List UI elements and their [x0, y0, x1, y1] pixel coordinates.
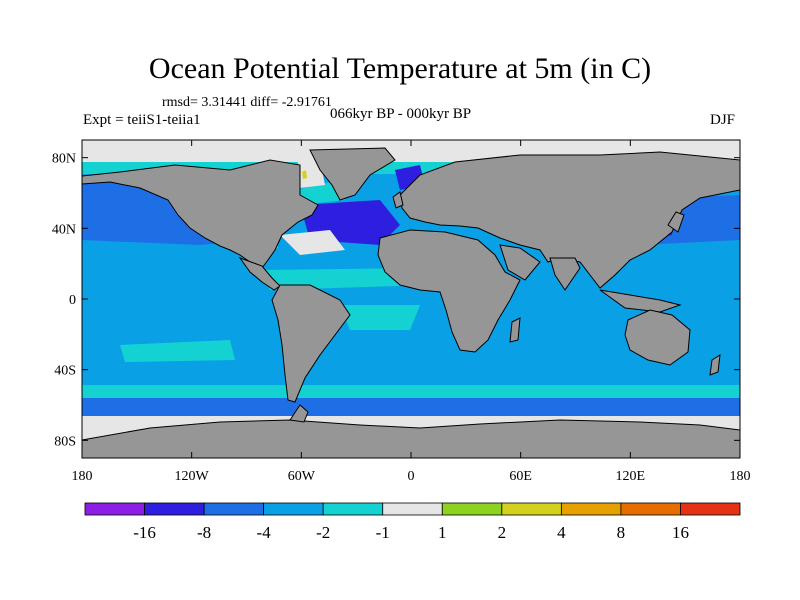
x-tick-label: 120W [175, 469, 210, 484]
land-eurasia [399, 151, 740, 289]
baffin-warm-spot [302, 170, 307, 179]
colorbar: -16 -8 -4 -2 -1 1 2 4 8 16 [84, 502, 741, 542]
y-tick-label: 40S [54, 364, 76, 379]
y-axis: 80N 40N 0 40S 80S [52, 152, 740, 449]
x-axis: 180 120W 60W 0 60E 120E 180 [72, 140, 751, 484]
land-masses [82, 147, 740, 458]
north-atlantic-neutral-patch [280, 230, 345, 255]
y-tick-label: 40N [52, 222, 76, 237]
land-australia [624, 309, 691, 366]
southern-ocean-band [82, 385, 740, 398]
colorbar-segment [560, 502, 622, 516]
land-antarctica [82, 419, 740, 458]
statistics-label: rmsd= 3.31441 diff= -2.91761 [162, 95, 332, 110]
land-new-zealand [709, 354, 721, 376]
y-tick-label: 80N [52, 152, 76, 167]
colorbar-label: 8 [617, 523, 626, 542]
y-tick-label: 0 [69, 293, 76, 308]
x-tick-label: 180 [730, 469, 751, 484]
colorbar-segment [84, 502, 145, 516]
colorbar-segment [382, 502, 443, 516]
land-arabia [499, 244, 541, 281]
land-antarctic-peninsula [289, 404, 309, 423]
land-british-isles [392, 191, 404, 209]
colorbar-label: -16 [133, 523, 156, 542]
colorbar-segment [620, 502, 681, 516]
colorbar-label: -8 [197, 523, 211, 542]
land-madagascar [509, 317, 521, 343]
x-tick-label: 0 [408, 469, 415, 484]
south-pacific-patch [120, 340, 235, 362]
x-tick-label: 120E [616, 469, 646, 484]
colorbar-label: -1 [376, 523, 390, 542]
land-indonesia [599, 289, 682, 313]
season-label: DJF [710, 112, 736, 128]
colorbar-segment [203, 502, 265, 516]
land-north-america [82, 159, 319, 269]
colorbar-segment [680, 502, 741, 516]
land-greenland [309, 147, 396, 201]
land-japan [667, 211, 685, 233]
map-plot-area [82, 140, 740, 458]
colorbar-label: 4 [557, 523, 566, 542]
south-atlantic-patch [340, 305, 420, 330]
land-south-america [271, 284, 351, 403]
x-tick-label: 180 [72, 469, 93, 484]
x-tick-label: 60E [509, 469, 532, 484]
southern-ocean-cold-band [82, 398, 740, 416]
colorbar-label: 1 [438, 523, 447, 542]
map-title: Ocean Potential Temperature at 5m (in C) [148, 52, 652, 85]
colorbar-segment [322, 502, 384, 516]
colorbar-label: 16 [672, 523, 689, 542]
colorbar-label: 2 [498, 523, 507, 542]
land-india [549, 257, 581, 291]
x-tick-label: 60W [288, 469, 316, 484]
experiment-label: Expt = teiiS1-teiia1 [83, 112, 201, 128]
y-tick-label: 80S [54, 434, 76, 449]
colorbar-label: -4 [257, 523, 272, 542]
colorbar-label: -2 [316, 523, 330, 542]
land-africa [377, 229, 521, 353]
period-label: 066kyr BP - 000kyr BP [330, 106, 472, 122]
land-central-america [238, 256, 281, 291]
colorbar-segment [441, 502, 503, 516]
colorbar-segment [263, 502, 324, 516]
colorbar-segment [144, 502, 205, 516]
colorbar-segment [501, 502, 562, 516]
